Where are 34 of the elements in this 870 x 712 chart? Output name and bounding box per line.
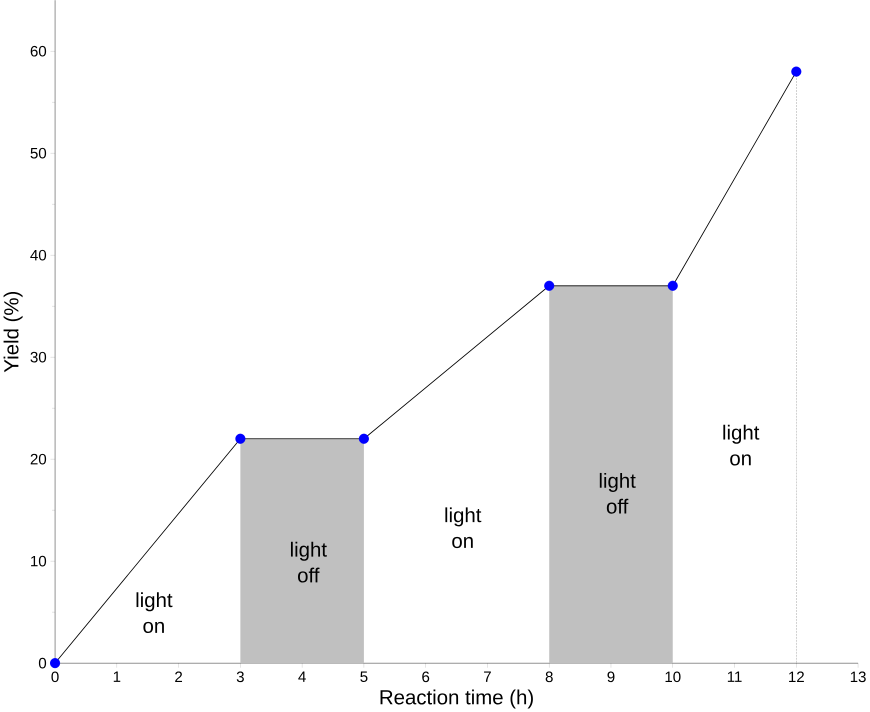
point xyxy=(50,658,60,668)
point xyxy=(791,66,802,77)
y-tick-label: 50 xyxy=(30,148,46,158)
annotation: light on xyxy=(723,424,760,466)
y-tick-label: 20 xyxy=(30,454,46,464)
y-tick-label: 10 xyxy=(31,556,46,566)
x-tick-label: 3 xyxy=(236,671,244,682)
x-tick-label: 13 xyxy=(850,671,866,682)
x-tick-label: 9 xyxy=(608,671,614,682)
point xyxy=(544,280,554,291)
annotation: light off xyxy=(600,472,636,514)
y-axis-title: Yield (%) xyxy=(4,292,23,372)
y-tick-label: 0 xyxy=(38,658,46,668)
x-tick-label: 5 xyxy=(360,671,368,682)
x-axis-title: Reaction time (h) xyxy=(380,689,533,708)
x-tick-label: 7 xyxy=(484,671,491,682)
x-tick-label: 4 xyxy=(298,671,306,682)
point xyxy=(235,434,246,444)
annotation: light off xyxy=(290,542,327,582)
y-tick-label: 40 xyxy=(30,250,46,260)
point xyxy=(668,280,678,291)
annotation: light on xyxy=(445,507,482,548)
annotation: light on xyxy=(136,592,172,633)
y-tick-label: 30 xyxy=(30,352,46,362)
x-tick-label: 6 xyxy=(422,671,430,682)
x-tick-label: 2 xyxy=(175,671,182,682)
x-tick-label: 1 xyxy=(114,671,120,682)
point xyxy=(358,434,369,444)
y-tick-label: 60 xyxy=(30,46,46,56)
x-tick-label: 10 xyxy=(666,671,681,682)
x-tick-label: 8 xyxy=(546,671,553,682)
x-tick-label: 11 xyxy=(728,671,742,682)
x-tick-label: 0 xyxy=(51,671,59,682)
x-tick-label: 12 xyxy=(789,671,804,682)
